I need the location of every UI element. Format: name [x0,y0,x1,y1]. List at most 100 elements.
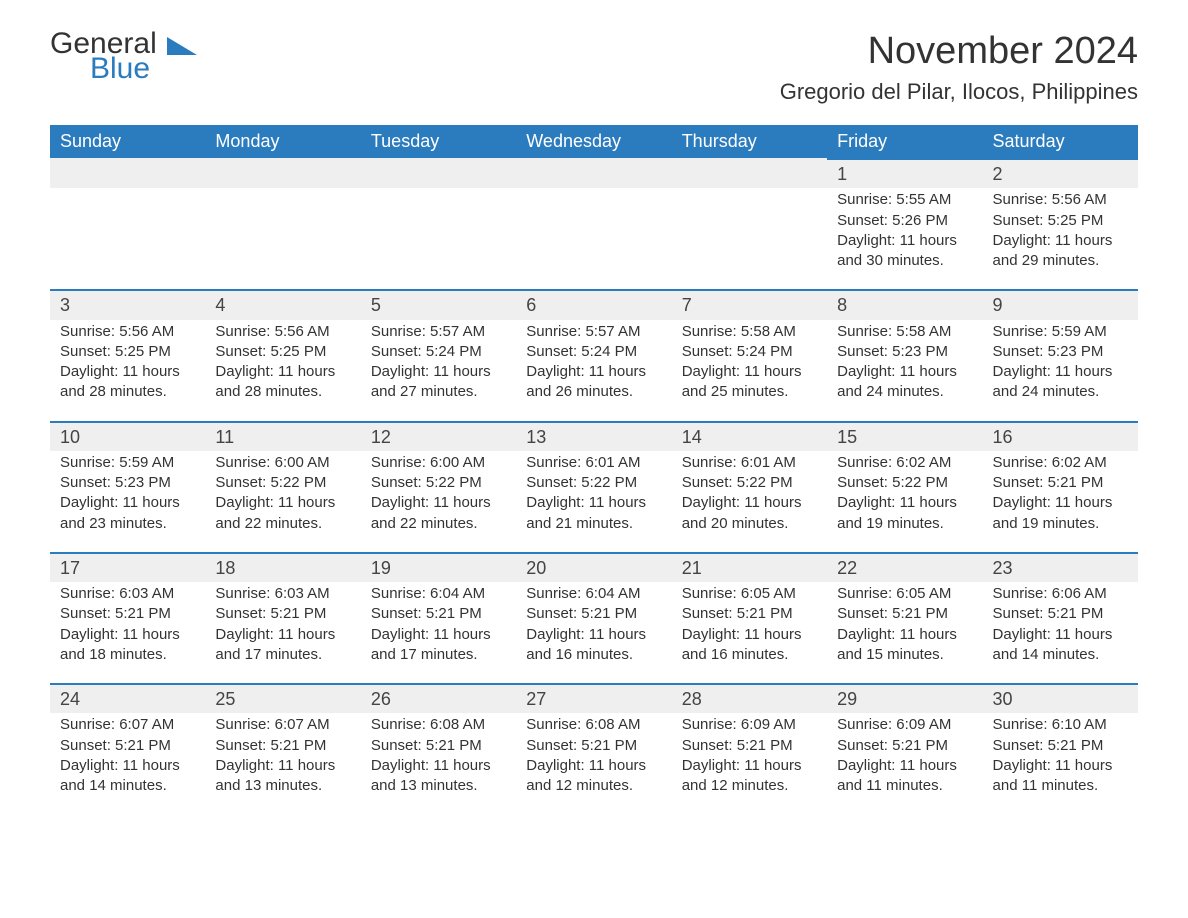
daylight1-text: Daylight: 11 hours [215,362,350,382]
day-content-row: Sunrise: 5:56 AMSunset: 5:25 PMDaylight:… [50,320,1138,422]
daylight1-text: Daylight: 11 hours [371,362,506,382]
sunrise-text: Sunrise: 6:04 AM [526,584,661,604]
sunset-text: Sunset: 5:25 PM [215,342,350,362]
day-content-cell: Sunrise: 6:02 AMSunset: 5:22 PMDaylight:… [827,451,982,553]
daylight1-text: Daylight: 11 hours [993,625,1128,645]
daylight2-text: and 12 minutes. [526,776,661,796]
sunrise-text: Sunrise: 6:04 AM [371,584,506,604]
daylight1-text: Daylight: 11 hours [837,231,972,251]
sunrise-text: Sunrise: 5:58 AM [682,322,817,342]
day-number-cell [205,159,360,188]
sunset-text: Sunset: 5:22 PM [215,473,350,493]
day-content-row: Sunrise: 6:03 AMSunset: 5:21 PMDaylight:… [50,582,1138,684]
day-number-cell [50,159,205,188]
daylight2-text: and 30 minutes. [837,251,972,271]
sunset-text: Sunset: 5:23 PM [837,342,972,362]
sunset-text: Sunset: 5:21 PM [60,604,195,624]
daynum-row: 12 [50,159,1138,188]
daylight2-text: and 19 minutes. [837,514,972,534]
sunrise-text: Sunrise: 6:07 AM [60,715,195,735]
day-content-cell: Sunrise: 6:08 AMSunset: 5:21 PMDaylight:… [361,713,516,814]
daynum-row: 3456789 [50,290,1138,319]
daylight2-text: and 14 minutes. [60,776,195,796]
sunrise-text: Sunrise: 5:57 AM [371,322,506,342]
daylight1-text: Daylight: 11 hours [993,756,1128,776]
day-content-cell: Sunrise: 6:08 AMSunset: 5:21 PMDaylight:… [516,713,671,814]
daylight1-text: Daylight: 11 hours [682,362,817,382]
sunset-text: Sunset: 5:21 PM [215,604,350,624]
sunrise-text: Sunrise: 6:01 AM [682,453,817,473]
sunset-text: Sunset: 5:21 PM [371,736,506,756]
daylight1-text: Daylight: 11 hours [215,625,350,645]
daylight2-text: and 15 minutes. [837,645,972,665]
day-content-cell: Sunrise: 5:58 AMSunset: 5:24 PMDaylight:… [672,320,827,422]
day-number-cell: 2 [983,159,1138,188]
day-number-cell: 20 [516,553,671,582]
daylight2-text: and 26 minutes. [526,382,661,402]
day-content-cell: Sunrise: 6:04 AMSunset: 5:21 PMDaylight:… [361,582,516,684]
weekday-header-row: Sunday Monday Tuesday Wednesday Thursday… [50,125,1138,159]
sunrise-text: Sunrise: 6:03 AM [215,584,350,604]
day-number-cell: 16 [983,422,1138,451]
sunset-text: Sunset: 5:21 PM [215,736,350,756]
daylight2-text: and 18 minutes. [60,645,195,665]
daylight2-text: and 21 minutes. [526,514,661,534]
sunset-text: Sunset: 5:21 PM [837,736,972,756]
daylight1-text: Daylight: 11 hours [682,493,817,513]
sunset-text: Sunset: 5:21 PM [993,473,1128,493]
day-content-row: Sunrise: 5:55 AMSunset: 5:26 PMDaylight:… [50,188,1138,290]
sunset-text: Sunset: 5:23 PM [993,342,1128,362]
day-content-cell: Sunrise: 5:56 AMSunset: 5:25 PMDaylight:… [50,320,205,422]
sunset-text: Sunset: 5:21 PM [993,736,1128,756]
sunrise-text: Sunrise: 6:06 AM [993,584,1128,604]
daylight2-text: and 25 minutes. [682,382,817,402]
sunrise-text: Sunrise: 6:01 AM [526,453,661,473]
daylight1-text: Daylight: 11 hours [215,493,350,513]
sunrise-text: Sunrise: 5:59 AM [60,453,195,473]
daylight1-text: Daylight: 11 hours [682,625,817,645]
day-content-cell: Sunrise: 5:59 AMSunset: 5:23 PMDaylight:… [50,451,205,553]
sunset-text: Sunset: 5:21 PM [682,736,817,756]
day-number-cell: 21 [672,553,827,582]
brand-triangle-icon [167,32,197,59]
sunrise-text: Sunrise: 6:05 AM [682,584,817,604]
day-content-cell: Sunrise: 5:59 AMSunset: 5:23 PMDaylight:… [983,320,1138,422]
sunrise-text: Sunrise: 6:08 AM [371,715,506,735]
title-block: November 2024 Gregorio del Pilar, Ilocos… [780,30,1138,105]
day-number-cell [361,159,516,188]
day-content-cell: Sunrise: 6:07 AMSunset: 5:21 PMDaylight:… [50,713,205,814]
daylight2-text: and 11 minutes. [993,776,1128,796]
day-number-cell: 13 [516,422,671,451]
day-number-cell: 7 [672,290,827,319]
daylight1-text: Daylight: 11 hours [215,756,350,776]
location: Gregorio del Pilar, Ilocos, Philippines [780,79,1138,105]
day-content-cell: Sunrise: 6:09 AMSunset: 5:21 PMDaylight:… [672,713,827,814]
day-content-cell: Sunrise: 6:10 AMSunset: 5:21 PMDaylight:… [983,713,1138,814]
day-number-cell: 22 [827,553,982,582]
daylight1-text: Daylight: 11 hours [837,362,972,382]
day-number-cell: 1 [827,159,982,188]
sunset-text: Sunset: 5:22 PM [682,473,817,493]
day-content-cell: Sunrise: 6:01 AMSunset: 5:22 PMDaylight:… [672,451,827,553]
sunrise-text: Sunrise: 6:05 AM [837,584,972,604]
daylight1-text: Daylight: 11 hours [526,362,661,382]
page-header: General Blue November 2024 Gregorio del … [50,30,1138,105]
day-number-cell: 11 [205,422,360,451]
daylight2-text: and 17 minutes. [371,645,506,665]
day-content-row: Sunrise: 5:59 AMSunset: 5:23 PMDaylight:… [50,451,1138,553]
daynum-row: 24252627282930 [50,684,1138,713]
daylight2-text: and 11 minutes. [837,776,972,796]
day-content-cell: Sunrise: 6:09 AMSunset: 5:21 PMDaylight:… [827,713,982,814]
daylight1-text: Daylight: 11 hours [993,362,1128,382]
sunrise-text: Sunrise: 5:58 AM [837,322,972,342]
day-number-cell [672,159,827,188]
daylight2-text: and 20 minutes. [682,514,817,534]
weekday-header: Sunday [50,125,205,159]
sunset-text: Sunset: 5:25 PM [60,342,195,362]
sunset-text: Sunset: 5:24 PM [371,342,506,362]
day-content-cell: Sunrise: 5:56 AMSunset: 5:25 PMDaylight:… [983,188,1138,290]
daylight1-text: Daylight: 11 hours [993,493,1128,513]
sunset-text: Sunset: 5:21 PM [60,736,195,756]
day-content-cell: Sunrise: 5:55 AMSunset: 5:26 PMDaylight:… [827,188,982,290]
daylight1-text: Daylight: 11 hours [993,231,1128,251]
